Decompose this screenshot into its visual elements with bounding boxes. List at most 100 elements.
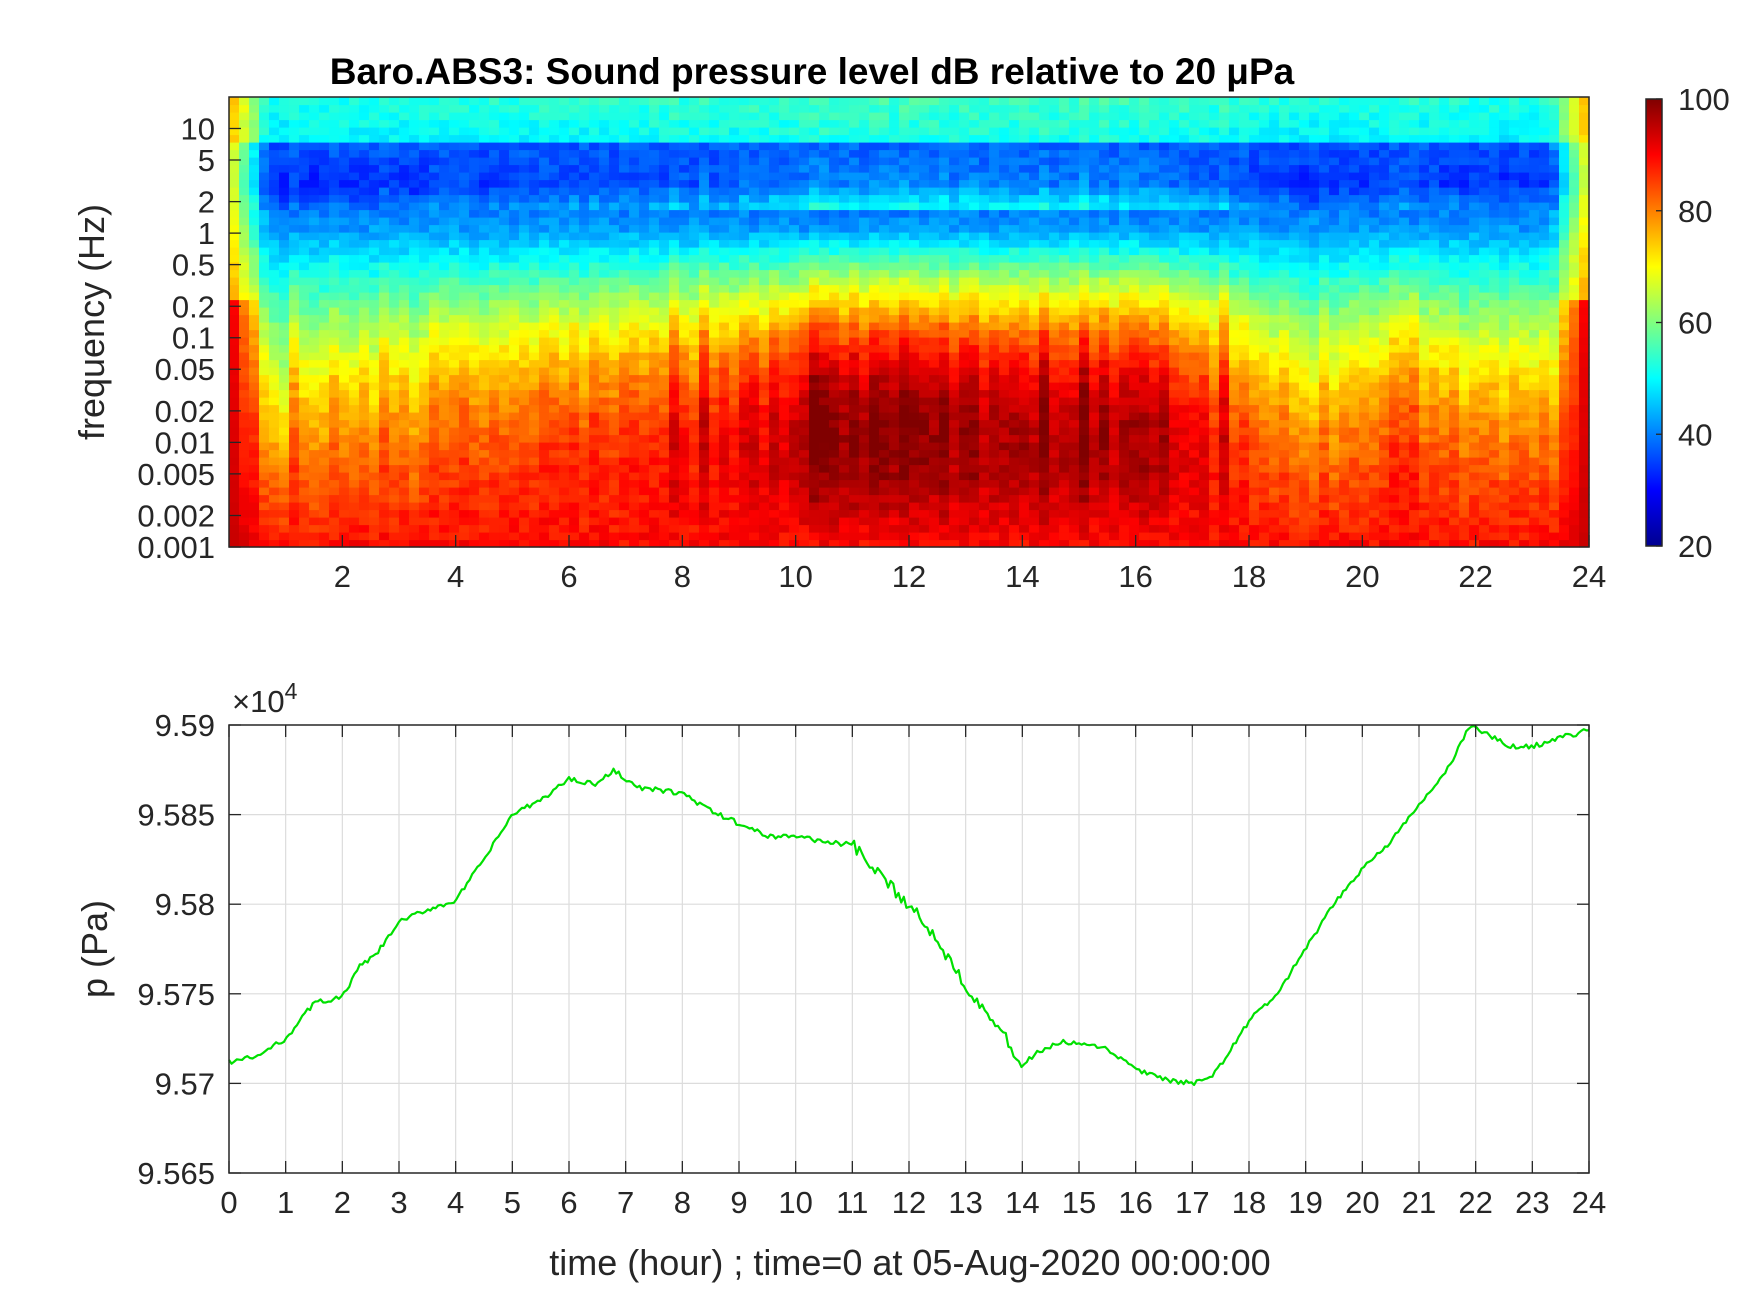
spectrogram-cell <box>429 217 440 226</box>
spectrogram-cell <box>799 344 810 353</box>
spectrogram-cell <box>409 502 420 511</box>
spectrogram-cell <box>719 472 730 481</box>
spectrogram-cell <box>649 449 660 458</box>
spectrogram-cell <box>639 299 650 308</box>
spectrogram-cell <box>549 449 560 458</box>
spectrogram-cell <box>439 397 450 406</box>
spectrogram-cell <box>849 119 860 128</box>
spectrogram-cell <box>419 299 430 308</box>
spectrogram-cell <box>1009 269 1020 278</box>
spectrogram-cell <box>889 247 900 256</box>
spectrogram-cell <box>289 149 300 158</box>
spectrogram-cell <box>759 202 770 211</box>
spectrogram-cell <box>709 524 720 533</box>
spectrogram-cell <box>589 352 600 361</box>
spectrogram-cell <box>809 397 820 406</box>
spectrogram-cell <box>529 164 540 173</box>
spectrogram-cell <box>459 277 470 286</box>
spectrogram-cell <box>1009 307 1020 316</box>
spectrogram-cell <box>489 179 500 188</box>
spectrogram-cell <box>999 412 1010 421</box>
spectrogram-cell <box>389 194 400 203</box>
spectrogram-cell <box>379 134 390 143</box>
spectrogram-cell <box>909 509 920 518</box>
spectrogram-cell <box>1049 134 1060 143</box>
spectrogram-cell <box>779 164 790 173</box>
spectrogram-cell <box>669 299 680 308</box>
spectrogram-cell <box>749 187 760 196</box>
spectrogram-cell <box>699 239 710 248</box>
spectrogram-cell <box>259 224 270 233</box>
spectrogram-cell <box>469 464 480 473</box>
spectrogram-cell <box>789 524 800 533</box>
spectrogram-cell <box>1009 119 1020 128</box>
spectrogram-cell <box>289 157 300 166</box>
spectrogram-cell <box>859 157 870 166</box>
spectrogram-cell <box>259 134 270 143</box>
spectrogram-cell <box>739 239 750 248</box>
spectrogram-cell <box>779 337 790 346</box>
spectrogram-cell <box>359 502 370 511</box>
spectrogram-cell <box>969 397 980 406</box>
spectrogram-cell <box>459 329 470 338</box>
spectrogram-cell <box>409 329 420 338</box>
spectrogram-cell <box>519 494 530 503</box>
spectrogram-cell <box>789 487 800 496</box>
spectrogram-cell <box>1029 299 1040 308</box>
spectrogram-cell <box>559 164 570 173</box>
spectrogram-cell <box>259 194 270 203</box>
spectrogram-cell <box>839 367 850 376</box>
spectrogram-cell <box>799 389 810 398</box>
spectrogram-cell <box>879 127 890 136</box>
spectrogram-cell <box>419 397 430 406</box>
spectrogram-cell <box>719 254 730 263</box>
spectrogram-cell <box>579 352 590 361</box>
spectrogram-cell <box>789 389 800 398</box>
spectrogram-cell <box>589 157 600 166</box>
spectrogram-cell <box>929 502 940 511</box>
spectrogram-cell <box>649 464 660 473</box>
spectrogram-cell <box>559 104 570 113</box>
spectrogram-cell <box>269 112 280 121</box>
spectrogram-cell <box>619 457 630 466</box>
spectrogram-cell <box>309 187 320 196</box>
spectrogram-cell <box>789 119 800 128</box>
spectrogram-cell <box>759 149 770 158</box>
spectrogram-cell <box>659 494 670 503</box>
spectrogram-cell <box>699 314 710 323</box>
spectrogram-cell <box>289 314 300 323</box>
spectrogram-cell <box>299 367 310 376</box>
spectrogram-cell <box>319 502 330 511</box>
spectrogram-cell <box>619 389 630 398</box>
spectrogram-cell <box>389 359 400 368</box>
spectrogram-cell <box>869 532 880 541</box>
spectrogram-cell <box>309 487 320 496</box>
spectrogram-cell <box>849 494 860 503</box>
spectrogram-cell <box>859 187 870 196</box>
spectrogram-cell <box>849 329 860 338</box>
spectrogram-cell <box>899 487 910 496</box>
spectrogram-cell <box>579 187 590 196</box>
spectrogram-cell <box>949 209 960 218</box>
spectrogram-cell <box>1059 494 1070 503</box>
spectrogram-cell <box>449 442 460 451</box>
spectrogram-cell <box>249 532 260 541</box>
spectrogram-cell <box>479 209 490 218</box>
spectrogram-cell <box>469 127 480 136</box>
spectrogram-cell <box>999 254 1010 263</box>
spectrogram-cell <box>1029 382 1040 391</box>
spectrogram-cell <box>539 119 550 128</box>
spectrogram-cell <box>259 307 270 316</box>
spectrogram-cell <box>849 284 860 293</box>
spectrogram-cell <box>379 472 390 481</box>
spectrogram-cell <box>969 187 980 196</box>
spectrogram-cell <box>569 262 580 271</box>
spectrogram-cell <box>529 292 540 301</box>
spectrogram-cell <box>709 157 720 166</box>
spectrogram-cell <box>809 509 820 518</box>
spectrogram-cell <box>789 232 800 241</box>
spectrogram-cell <box>689 104 700 113</box>
spectrogram-cell <box>239 134 250 143</box>
spectrogram-cell <box>809 344 820 353</box>
spectrogram-cell <box>559 224 570 233</box>
